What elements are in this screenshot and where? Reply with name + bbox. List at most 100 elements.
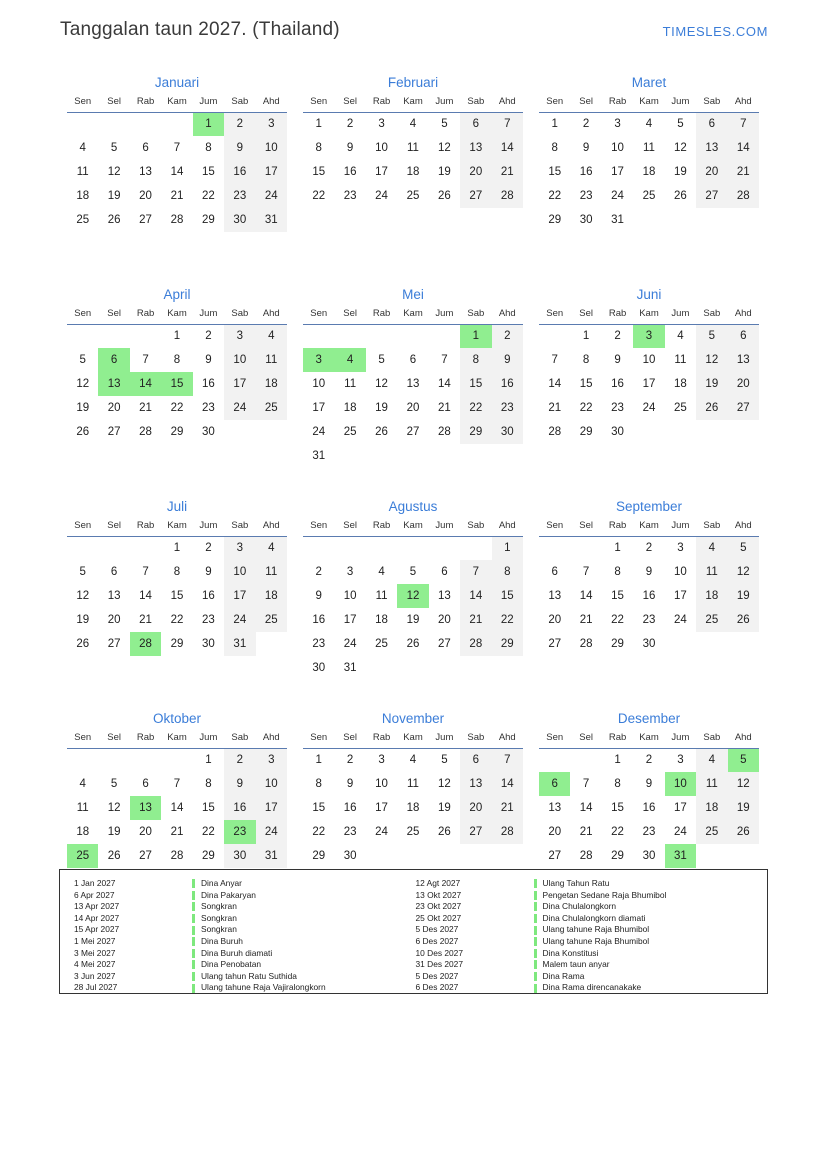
day-cell[interactable]: 24 <box>375 826 388 838</box>
day-cell[interactable]: 16 <box>642 590 656 602</box>
day-cell[interactable]: 15 <box>312 802 326 814</box>
day-cell-weekend[interactable]: 17 <box>224 584 256 608</box>
day-cell[interactable]: 19 <box>438 166 451 178</box>
day-cell[interactable]: 1 <box>173 542 181 555</box>
day-cell-weekend[interactable]: 7 <box>460 560 492 584</box>
day-cell[interactable]: 1 <box>315 754 322 767</box>
day-cell-holiday[interactable]: 6 <box>98 348 130 372</box>
day-cell[interactable]: 9 <box>582 142 590 154</box>
day-cell[interactable]: 28 <box>548 426 562 438</box>
day-cell[interactable]: 3 <box>378 118 385 131</box>
day-cell[interactable]: 8 <box>173 354 181 366</box>
day-cell[interactable]: 2 <box>645 754 653 767</box>
day-cell-weekend[interactable]: 14 <box>491 772 523 796</box>
day-cell[interactable]: 18 <box>406 166 420 178</box>
day-cell[interactable]: 18 <box>406 802 420 814</box>
day-cell[interactable]: 2 <box>645 542 653 555</box>
day-cell-weekend[interactable]: 17 <box>255 160 287 184</box>
day-cell[interactable]: 24 <box>343 638 357 650</box>
day-cell[interactable]: 12 <box>107 166 121 178</box>
day-cell-weekend[interactable]: 3 <box>224 324 256 348</box>
day-cell-weekend[interactable]: 23 <box>491 396 523 420</box>
day-cell-weekend[interactable]: 3 <box>255 748 287 772</box>
day-cell-weekend[interactable]: 25 <box>696 608 728 632</box>
day-cell[interactable]: 10 <box>674 566 687 578</box>
day-cell[interactable]: 2 <box>346 754 354 767</box>
day-cell-holiday[interactable]: 14 <box>129 372 162 396</box>
day-cell[interactable]: 17 <box>674 590 687 602</box>
day-cell[interactable]: 23 <box>611 402 624 414</box>
day-cell[interactable]: 4 <box>79 778 86 790</box>
day-cell[interactable]: 20 <box>139 190 152 202</box>
day-cell[interactable]: 24 <box>642 402 656 414</box>
day-cell[interactable]: 11 <box>344 378 357 390</box>
day-cell-weekend[interactable]: 27 <box>727 396 759 420</box>
day-cell[interactable]: 16 <box>202 378 215 390</box>
day-cell[interactable]: 6 <box>142 778 149 790</box>
day-cell-weekend[interactable]: 14 <box>491 136 523 160</box>
day-cell-holiday[interactable]: 28 <box>129 632 162 656</box>
day-cell[interactable]: 21 <box>548 402 562 414</box>
day-cell-weekend[interactable]: 10 <box>255 772 287 796</box>
day-cell-holiday[interactable]: 4 <box>334 348 366 372</box>
day-cell[interactable]: 24 <box>312 426 326 438</box>
day-cell[interactable]: 27 <box>139 214 152 226</box>
day-cell[interactable]: 21 <box>170 190 184 202</box>
day-cell[interactable]: 26 <box>76 426 90 438</box>
day-cell[interactable]: 31 <box>312 450 326 462</box>
day-cell-weekend[interactable]: 27 <box>696 184 728 208</box>
day-cell[interactable]: 15 <box>579 378 593 390</box>
day-cell[interactable]: 11 <box>76 802 89 814</box>
day-cell-weekend[interactable]: 7 <box>727 112 759 136</box>
day-cell[interactable]: 6 <box>551 566 558 578</box>
day-cell[interactable]: 30 <box>642 850 656 862</box>
day-cell[interactable]: 15 <box>548 166 562 178</box>
day-cell[interactable]: 26 <box>375 426 388 438</box>
day-cell-weekend[interactable]: 2 <box>224 112 256 136</box>
day-cell[interactable]: 8 <box>315 778 322 790</box>
day-cell[interactable]: 12 <box>107 802 121 814</box>
day-cell[interactable]: 23 <box>343 190 357 202</box>
day-cell[interactable]: 22 <box>202 826 215 838</box>
day-cell-weekend[interactable]: 31 <box>224 632 256 656</box>
day-cell-weekend[interactable]: 4 <box>696 748 728 772</box>
day-cell[interactable]: 16 <box>642 802 656 814</box>
day-cell[interactable]: 26 <box>438 190 451 202</box>
day-cell[interactable]: 13 <box>406 378 420 390</box>
day-cell[interactable]: 12 <box>674 142 687 154</box>
day-cell[interactable]: 8 <box>614 566 621 578</box>
day-cell[interactable]: 27 <box>438 638 451 650</box>
day-cell[interactable]: 5 <box>677 118 684 131</box>
day-cell[interactable]: 16 <box>579 166 593 178</box>
day-cell-weekend[interactable]: 28 <box>460 632 492 656</box>
day-cell[interactable]: 3 <box>378 754 385 767</box>
day-cell[interactable]: 2 <box>582 118 590 131</box>
day-cell-weekend[interactable]: 12 <box>727 772 759 796</box>
day-cell[interactable]: 27 <box>139 850 152 862</box>
day-cell[interactable]: 3 <box>346 566 354 578</box>
day-cell[interactable]: 20 <box>107 402 121 414</box>
day-cell-weekend[interactable]: 3 <box>255 112 287 136</box>
day-cell-weekend[interactable]: 30 <box>491 420 523 444</box>
day-cell-weekend[interactable]: 21 <box>727 160 759 184</box>
day-cell[interactable]: 4 <box>645 118 653 131</box>
day-cell[interactable]: 5 <box>409 566 417 578</box>
day-cell-weekend[interactable]: 21 <box>460 608 492 632</box>
day-cell[interactable]: 20 <box>406 402 420 414</box>
day-cell[interactable]: 6 <box>409 354 417 366</box>
day-cell-weekend[interactable]: 13 <box>460 772 492 796</box>
day-cell[interactable]: 11 <box>407 778 419 790</box>
day-cell[interactable]: 13 <box>438 590 451 602</box>
day-cell[interactable]: 19 <box>375 402 388 414</box>
day-cell[interactable]: 6 <box>110 566 118 578</box>
day-cell-weekend[interactable]: 2 <box>224 748 256 772</box>
day-cell[interactable]: 5 <box>441 754 448 767</box>
day-cell[interactable]: 19 <box>438 802 451 814</box>
day-cell[interactable]: 10 <box>642 354 656 366</box>
day-cell-weekend[interactable]: 13 <box>727 348 759 372</box>
day-cell-weekend[interactable]: 17 <box>255 796 287 820</box>
day-cell[interactable]: 15 <box>202 802 215 814</box>
day-cell[interactable]: 12 <box>76 590 90 602</box>
day-cell-weekend[interactable]: 25 <box>255 608 287 632</box>
day-cell-holiday[interactable]: 1 <box>460 324 492 348</box>
